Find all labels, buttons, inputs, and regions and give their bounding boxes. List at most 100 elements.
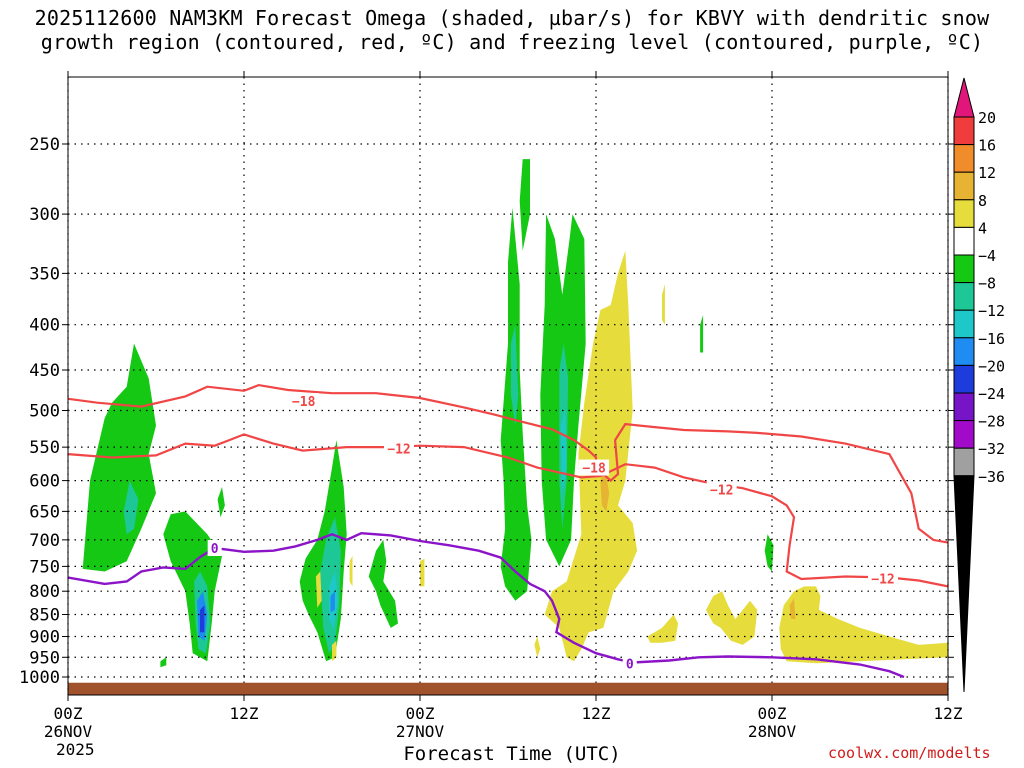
y-tick-label: 950 bbox=[29, 648, 60, 668]
contour-label-bg bbox=[384, 440, 415, 457]
contour-labels: −18 −12 −18 −12 −12 0 0 bbox=[207, 393, 899, 672]
colorbar-box bbox=[953, 392, 975, 422]
dgz-contour-line bbox=[68, 433, 948, 588]
title-line-1: 2025112600 NAM3KM Forecast Omega (shaded… bbox=[34, 6, 990, 30]
plot-frame bbox=[67, 76, 949, 696]
colorbar-label: 20 bbox=[978, 109, 996, 127]
colorbar-box bbox=[953, 144, 975, 173]
y-tick-label: 450 bbox=[29, 361, 60, 381]
dgz-contour-label: −12 bbox=[710, 483, 733, 498]
y-tick-label: 250 bbox=[29, 135, 60, 155]
colorbar-label: −4 bbox=[978, 247, 996, 265]
colorbar-label: −36 bbox=[978, 468, 1005, 486]
dgz-contour-line bbox=[68, 383, 948, 544]
y-tick-label: 500 bbox=[29, 402, 60, 422]
y-tick-label: 400 bbox=[29, 316, 60, 336]
omega-region bbox=[534, 636, 541, 658]
freezing-level-line bbox=[68, 531, 905, 679]
y-tick-label: 900 bbox=[29, 627, 60, 647]
omega-region bbox=[700, 315, 704, 353]
y-tick-label: 550 bbox=[29, 438, 60, 458]
colorbar-label: 16 bbox=[978, 137, 996, 155]
colorbar-label: 12 bbox=[978, 164, 996, 182]
colorbar-label: −32 bbox=[978, 440, 1005, 458]
y-tick-label: 800 bbox=[29, 582, 60, 602]
colorbar-box bbox=[953, 254, 975, 284]
y-tick-label: 1000 bbox=[19, 668, 60, 688]
dgz-contour-label: −12 bbox=[871, 573, 894, 588]
omega-region bbox=[510, 324, 519, 426]
x-tick-label: 12Z bbox=[934, 704, 963, 723]
x-tick-label: 12Z bbox=[582, 704, 611, 723]
omega-region bbox=[349, 556, 353, 587]
freezing-level-label: 0 bbox=[211, 542, 219, 557]
omega-region bbox=[789, 598, 796, 619]
dgz-contour-label: −18 bbox=[292, 395, 316, 410]
colorbar-top-arrow bbox=[953, 77, 975, 118]
omega-region bbox=[764, 534, 774, 572]
credit-link[interactable]: coolwx.com/modelts bbox=[828, 744, 991, 762]
colorbar-box bbox=[953, 420, 975, 449]
dgz-contour-label: −18 bbox=[582, 462, 606, 477]
omega-region bbox=[160, 657, 167, 668]
omega-region bbox=[420, 558, 425, 587]
x-tick-label: 00Z bbox=[758, 704, 787, 723]
omega-region bbox=[123, 480, 139, 535]
x-axis: 00Z26NOV202512Z00Z27NOV12Z00Z28NOV12Z12Z bbox=[44, 71, 963, 759]
colorbar-bottom-arrow bbox=[953, 475, 975, 693]
omega-region bbox=[200, 605, 205, 633]
colorbar-label: −12 bbox=[978, 302, 1005, 320]
colorbar: 20 16 12 8 4 −4 −8 −12 −16 −20 −24 −28 −32 −36 bbox=[953, 77, 1005, 693]
omega-region bbox=[368, 539, 398, 628]
contour-label-bg bbox=[288, 393, 319, 410]
colorbar-label: −20 bbox=[978, 357, 1005, 375]
x-tick-year: 2025 bbox=[56, 740, 95, 759]
dgz-contour-label: −12 bbox=[387, 443, 410, 458]
y-tick-label: 700 bbox=[29, 531, 60, 551]
colorbar-label: 8 bbox=[978, 192, 987, 210]
colorbar-label: −16 bbox=[978, 330, 1005, 348]
title-line-2: growth region (contoured, red, ºC) and f… bbox=[40, 30, 984, 54]
colorbar-box bbox=[953, 171, 975, 201]
y-tick-label: 600 bbox=[29, 472, 60, 492]
omega-region bbox=[662, 284, 665, 325]
omega-region bbox=[217, 487, 225, 518]
freezing-label-bg bbox=[207, 540, 222, 557]
temperature-contours bbox=[68, 383, 948, 588]
colorbar-box bbox=[953, 447, 975, 477]
colorbar-box bbox=[953, 282, 975, 311]
omega-region bbox=[600, 467, 610, 512]
colorbar-label: −28 bbox=[978, 413, 1005, 431]
freezing-level-contour bbox=[68, 531, 905, 679]
colorbar-label: −24 bbox=[978, 385, 1005, 403]
y-tick-label: 850 bbox=[29, 606, 60, 626]
chart-title: 2025112600 NAM3KM Forecast Omega (shaded… bbox=[0, 6, 1024, 54]
colorbar-box bbox=[953, 309, 975, 339]
y-tick-label: 350 bbox=[29, 264, 60, 284]
omega-region bbox=[779, 586, 948, 664]
x-tick-date: 28NOV bbox=[748, 722, 797, 741]
colorbar-box bbox=[953, 116, 975, 146]
freezing-label-bg bbox=[622, 655, 637, 672]
terrain-band bbox=[68, 682, 948, 695]
colorbar-box bbox=[953, 226, 975, 256]
y-tick-label: 300 bbox=[29, 205, 60, 225]
x-tick-date: 26NOV bbox=[44, 722, 93, 741]
omega-region bbox=[330, 591, 335, 613]
omega-region bbox=[315, 571, 322, 608]
contour-label-bg bbox=[579, 459, 610, 476]
colorbar-box bbox=[953, 364, 975, 394]
y-tick-label: 750 bbox=[29, 557, 60, 577]
freezing-level-label: 0 bbox=[626, 657, 634, 672]
colorbar-label: −8 bbox=[978, 275, 996, 293]
omega-region bbox=[519, 159, 530, 251]
x-axis-label: Forecast Time (UTC) bbox=[403, 743, 621, 765]
colorbar-label: 4 bbox=[978, 219, 987, 237]
omega-region bbox=[544, 250, 638, 662]
omega-region bbox=[706, 591, 758, 645]
contour-label-bg bbox=[868, 570, 899, 587]
omega-shading bbox=[82, 159, 948, 668]
x-tick-label: 00Z bbox=[54, 704, 83, 723]
colorbar-box bbox=[953, 199, 975, 228]
